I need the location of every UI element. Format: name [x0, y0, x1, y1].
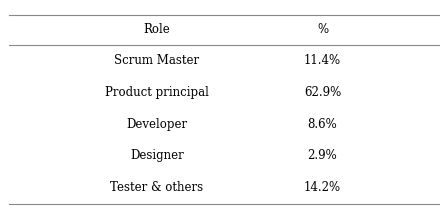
Text: 14.2%: 14.2% [304, 181, 341, 194]
Text: Product principal: Product principal [105, 86, 209, 99]
Text: 8.6%: 8.6% [308, 117, 337, 131]
Text: %: % [317, 23, 328, 36]
Text: Developer: Developer [126, 117, 187, 131]
Text: 11.4%: 11.4% [304, 54, 341, 67]
Text: Tester & others: Tester & others [110, 181, 203, 194]
Text: 2.9%: 2.9% [308, 149, 337, 162]
Text: 62.9%: 62.9% [304, 86, 341, 99]
Text: Scrum Master: Scrum Master [114, 54, 199, 67]
Text: Role: Role [143, 23, 170, 36]
Text: Designer: Designer [130, 149, 184, 162]
